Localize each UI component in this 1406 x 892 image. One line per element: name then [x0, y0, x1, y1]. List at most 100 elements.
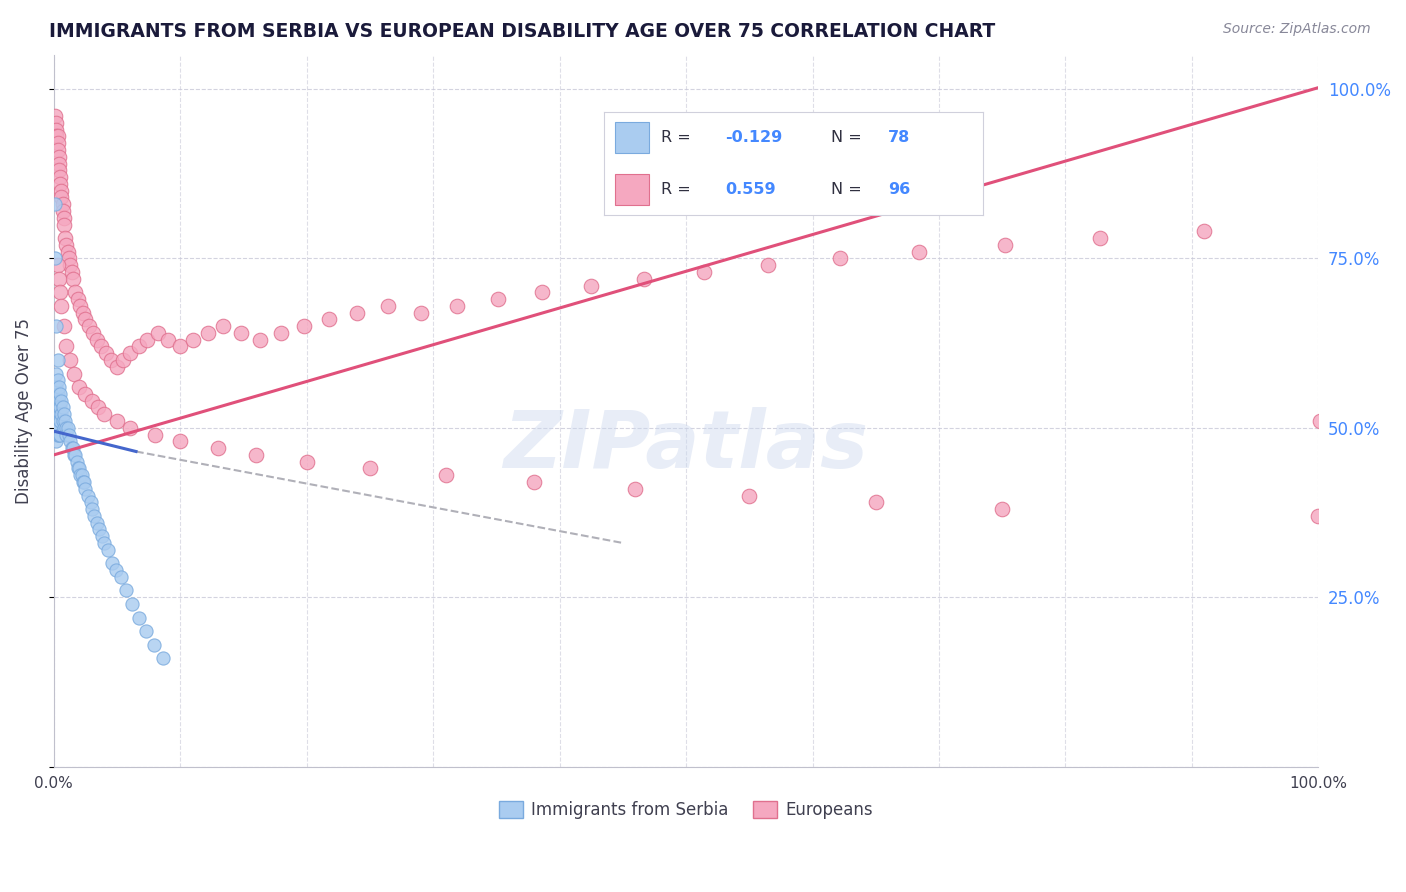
- Point: [51, 299, 73, 313]
- Point: [318, 312, 340, 326]
- Point: [70, 468, 93, 483]
- Point: [245, 448, 267, 462]
- Point: [53, 414, 76, 428]
- Point: [52, 407, 75, 421]
- Point: [118, 421, 141, 435]
- Point: [44, 414, 66, 428]
- Point: [46, 421, 69, 435]
- Point: [45, 367, 67, 381]
- Point: [346, 305, 368, 319]
- Point: [530, 285, 553, 300]
- Point: [907, 244, 929, 259]
- Text: IMMIGRANTS FROM SERBIA VS EUROPEAN DISABILITY AGE OVER 75 CORRELATION CHART: IMMIGRANTS FROM SERBIA VS EUROPEAN DISAB…: [49, 22, 995, 41]
- Point: [90, 339, 112, 353]
- Point: [100, 353, 122, 368]
- Point: [80, 502, 103, 516]
- Point: [52, 211, 75, 225]
- Point: [207, 441, 229, 455]
- Point: [146, 326, 169, 340]
- Point: [169, 434, 191, 449]
- Point: [44, 109, 66, 123]
- Point: [45, 414, 67, 428]
- Point: [63, 367, 86, 381]
- Point: [48, 393, 70, 408]
- Point: [46, 129, 69, 144]
- Point: [59, 434, 82, 449]
- Point: [49, 387, 72, 401]
- Point: [49, 285, 72, 300]
- Point: [55, 339, 77, 353]
- Point: [45, 407, 67, 421]
- Point: [46, 387, 69, 401]
- Point: [62, 441, 84, 455]
- Point: [45, 427, 67, 442]
- Point: [55, 237, 77, 252]
- Point: [75, 312, 97, 326]
- Point: [181, 333, 204, 347]
- Point: [52, 414, 75, 428]
- Point: [51, 184, 73, 198]
- Point: [60, 265, 83, 279]
- Y-axis label: Disability Age Over 75: Disability Age Over 75: [15, 318, 32, 504]
- Point: [523, 475, 546, 489]
- Point: [44, 401, 66, 415]
- Point: [53, 231, 76, 245]
- Point: [69, 468, 91, 483]
- Point: [46, 136, 69, 151]
- Point: [45, 116, 67, 130]
- Point: [991, 502, 1014, 516]
- Point: [44, 197, 66, 211]
- Point: [52, 218, 75, 232]
- Point: [136, 333, 159, 347]
- Point: [121, 597, 143, 611]
- Point: [48, 401, 70, 415]
- Point: [693, 265, 716, 279]
- Point: [270, 326, 292, 340]
- Point: [77, 319, 100, 334]
- Point: [89, 523, 111, 537]
- Point: [633, 271, 655, 285]
- Point: [229, 326, 252, 340]
- Point: [212, 319, 235, 334]
- Point: [72, 475, 94, 489]
- Point: [80, 393, 103, 408]
- Point: [49, 170, 72, 185]
- Point: [105, 359, 128, 374]
- Text: ZIPatlas: ZIPatlas: [503, 408, 869, 485]
- Point: [59, 353, 82, 368]
- Point: [77, 489, 100, 503]
- Point: [409, 305, 432, 319]
- Point: [624, 482, 647, 496]
- Point: [52, 421, 75, 435]
- Point: [67, 380, 90, 394]
- Point: [115, 583, 138, 598]
- Legend: Immigrants from Serbia, Europeans: Immigrants from Serbia, Europeans: [492, 794, 879, 826]
- Point: [67, 461, 90, 475]
- Point: [46, 353, 69, 368]
- Point: [112, 353, 135, 368]
- Point: [51, 190, 73, 204]
- Point: [75, 387, 97, 401]
- Point: [58, 427, 80, 442]
- Point: [52, 319, 75, 334]
- Point: [48, 427, 70, 442]
- Point: [48, 414, 70, 428]
- Point: [63, 448, 86, 462]
- Point: [994, 237, 1017, 252]
- Point: [58, 252, 80, 266]
- Point: [45, 380, 67, 394]
- Point: [86, 333, 108, 347]
- Point: [756, 258, 779, 272]
- Point: [55, 421, 77, 435]
- Point: [93, 407, 115, 421]
- Point: [45, 122, 67, 136]
- Point: [51, 407, 73, 421]
- Point: [44, 393, 66, 408]
- Point: [97, 542, 120, 557]
- Point: [65, 448, 87, 462]
- Point: [44, 252, 66, 266]
- Point: [46, 258, 69, 272]
- Point: [1088, 231, 1111, 245]
- Point: [45, 421, 67, 435]
- Point: [56, 244, 79, 259]
